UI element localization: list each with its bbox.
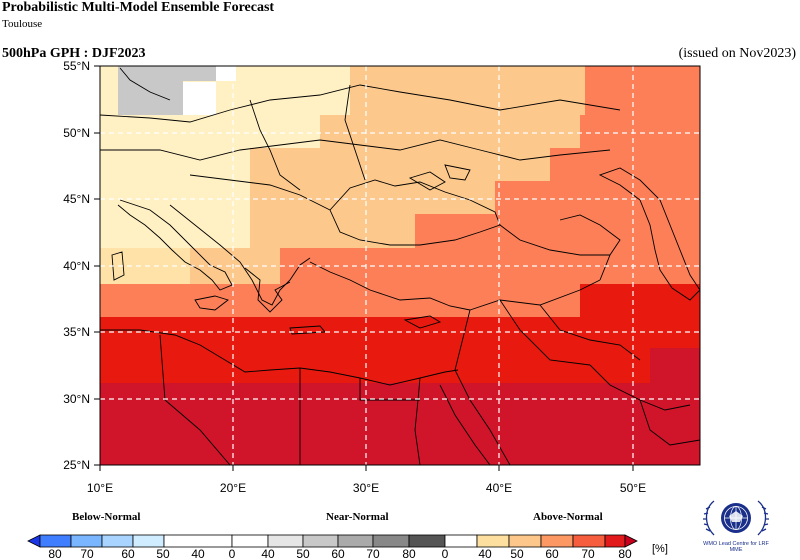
colorbar-label: 0 [229,547,236,560]
colorbar [27,534,638,548]
lon-tick-labels: 10°E 20°E 30°E 40°E 50°E [87,481,646,495]
lon-tick-label: 30°E [353,481,379,495]
colorbar-label: 80 [402,547,416,560]
colorbar-near-70 [372,534,410,548]
colorbar-above-80 [604,534,626,548]
above-50-region [380,66,585,115]
colorbar-near-60 [337,534,374,548]
lon-tick-label: 40°E [486,481,512,495]
colorbar-above-0 [444,534,478,548]
colorbar-above-70 [572,534,606,548]
colorbar-above-50 [508,534,542,548]
colorbar-label: 50 [156,547,170,560]
colorbar-label: 40 [261,547,275,560]
colorbar-label: 60 [121,547,135,560]
colorbar-near-80 [408,534,446,548]
wmo-emblem-icon [703,500,769,536]
lat-tick-labels: 25°N 30°N 35°N 40°N 45°N 50°N 55°N [63,59,90,472]
lon-tick-label: 10°E [87,481,113,495]
colorbar-label: 0 [442,547,449,560]
wmo-logo: WMO Lead Centre for LRF MME [700,495,796,559]
colorbar-below-80 [27,534,41,548]
graticule [100,66,700,465]
variable-period: 500hPa GPH : DJF2023 [2,46,146,61]
colorbar-above-max [624,534,638,548]
legend-below-normal: Below-Normal [72,511,141,523]
lat-tick-label: 40°N [63,259,90,273]
colorbar-label: 50 [296,547,310,560]
colorbar-label: 70 [80,547,94,560]
legend-near-normal: Near-Normal [326,511,389,523]
lat-tick-label: 35°N [63,325,90,339]
lat-tick-label: 30°N [63,392,90,406]
lon-tick-label: 20°E [220,481,246,495]
axis-ticks [94,65,634,471]
above-80-region [100,381,700,465]
forecast-center: Toulouse [2,18,43,30]
colorbar-neutral [163,534,233,548]
lat-tick-label: 50°N [63,126,90,140]
colorbar-label: 40 [478,547,492,560]
colorbar-label: 50 [510,547,524,560]
colorbar-label: 80 [618,547,632,560]
lat-tick-label: 55°N [63,59,90,73]
colorbar-label: 40 [191,547,205,560]
legend-above-normal: Above-Normal [533,511,603,523]
colorbar-label: 70 [581,547,595,560]
colorbar-near-50 [302,534,339,548]
issued-date: (issued on Nov2023) [678,46,796,61]
colorbar-below-40 [132,534,165,548]
colorbar-label: 60 [545,547,559,560]
probability-field [100,66,700,465]
colorbar-below-70 [39,534,72,548]
colorbar-above-60 [540,534,574,548]
above-60-region [100,282,585,317]
colorbar-label: 60 [331,547,345,560]
colorbar-label: 70 [366,547,380,560]
legend-unit: [%] [652,543,668,555]
colorbar-below-50 [101,534,134,548]
forecast-title: Probabilistic Multi-Model Ensemble Forec… [2,0,275,15]
colorbar-above-40 [476,534,510,548]
lat-tick-label: 45°N [63,192,90,206]
colorbar-label: 80 [48,547,62,560]
colorbar-near-40 [267,534,304,548]
above-70-region [100,315,700,383]
wmo-logo-text: WMO Lead Centre for LRF MME [703,541,769,553]
colorbar-labels: 80 70 60 50 40 0 40 50 60 70 80 0 40 50 … [48,547,632,560]
near-normal-region [118,66,183,115]
lat-tick-label: 25°N [63,458,90,472]
lon-tick-label: 50°E [620,481,646,495]
colorbar-below-60 [70,534,103,548]
colorbar-near-0 [231,534,269,548]
